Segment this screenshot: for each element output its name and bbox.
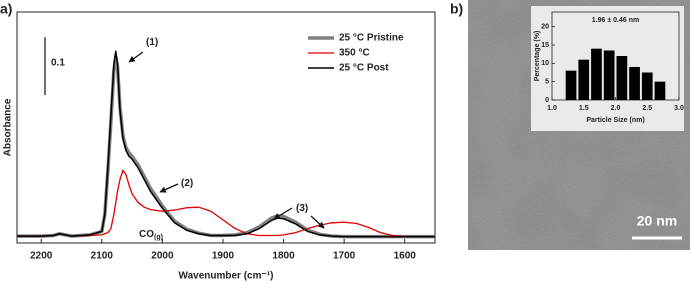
arrows bbox=[128, 51, 325, 229]
arrow bbox=[159, 183, 179, 193]
y-tick-label: 10 bbox=[541, 60, 549, 67]
scale-bar-label: 0.1 bbox=[51, 58, 65, 69]
tem-image bbox=[468, 0, 690, 250]
annotation-text: (1) bbox=[146, 37, 158, 48]
annotation: (3) bbox=[296, 203, 308, 214]
image-scale-label: 20 nm bbox=[637, 213, 677, 229]
annotation-text: (2) bbox=[181, 178, 193, 189]
panel-a: a) 2200 2100 2000 1900 1800 1700 1600 Wavenumber… bbox=[0, 1, 435, 282]
x-tick-label: 1900 bbox=[212, 251, 235, 262]
histogram-bar bbox=[616, 56, 628, 100]
x-tick-label: 2.5 bbox=[642, 105, 652, 112]
annotation: (1) bbox=[146, 37, 158, 48]
legend-label: 25 °C Pristine bbox=[339, 33, 404, 44]
x-tick-label: 1800 bbox=[272, 251, 295, 262]
x-tick-label: 2000 bbox=[151, 251, 174, 262]
annotation: (2) bbox=[181, 178, 193, 189]
x-tick-label: 3.0 bbox=[674, 105, 684, 112]
arrow bbox=[273, 207, 293, 220]
panel-label: a) bbox=[0, 1, 12, 17]
x-axis-label: Particle Size (nm) bbox=[586, 117, 644, 124]
x-tick-label: 2100 bbox=[91, 251, 114, 262]
y-axis-label: Absorbance bbox=[3, 98, 14, 156]
arrow bbox=[128, 51, 144, 63]
annotation-subscript: (g) bbox=[154, 234, 163, 241]
panel-b: b) 1.96 ± 0.46 nm 0 5 10 15 20 1.0 1.5 2.0 2.5 3.0 P… bbox=[450, 1, 684, 229]
series-line bbox=[17, 169, 435, 238]
plot-frame bbox=[16, 11, 436, 244]
histogram-bar bbox=[578, 59, 590, 100]
x-tick-label: 2.0 bbox=[611, 105, 621, 112]
x-tick-label: 2200 bbox=[30, 251, 53, 262]
histogram-bar bbox=[591, 48, 602, 100]
histogram-bar bbox=[629, 67, 640, 100]
annotation-text: (3) bbox=[296, 203, 308, 214]
series-line bbox=[17, 50, 435, 238]
legend-label: 25 °C Post bbox=[339, 63, 389, 74]
arrow bbox=[310, 215, 325, 229]
annotation-text: CO bbox=[139, 229, 154, 240]
y-tick-label: 15 bbox=[541, 42, 549, 49]
y-tick-label: 20 bbox=[541, 24, 549, 31]
x-axis-label: Wavenumber (cm⁻¹) bbox=[179, 271, 274, 282]
histogram-bar bbox=[565, 70, 577, 100]
y-tick-label: 5 bbox=[545, 79, 549, 86]
histogram-bar bbox=[603, 50, 615, 100]
inset-title: 1.96 ± 0.46 nm bbox=[592, 17, 639, 24]
x-tick-label: 1.5 bbox=[579, 105, 589, 112]
y-axis-label: Percentage (%) bbox=[534, 31, 541, 82]
x-tick-label: 1600 bbox=[394, 251, 417, 262]
x-tick-label: 1700 bbox=[333, 251, 356, 262]
panel-label: b) bbox=[450, 1, 463, 17]
histogram-bar bbox=[641, 72, 653, 100]
x-tick-label: 1.0 bbox=[547, 105, 557, 112]
legend-label: 350 °C bbox=[339, 48, 370, 59]
histogram-bar bbox=[654, 81, 666, 100]
series-line bbox=[17, 55, 435, 239]
y-tick-label: 0 bbox=[545, 97, 549, 104]
annotation: CO(g) bbox=[139, 229, 163, 241]
